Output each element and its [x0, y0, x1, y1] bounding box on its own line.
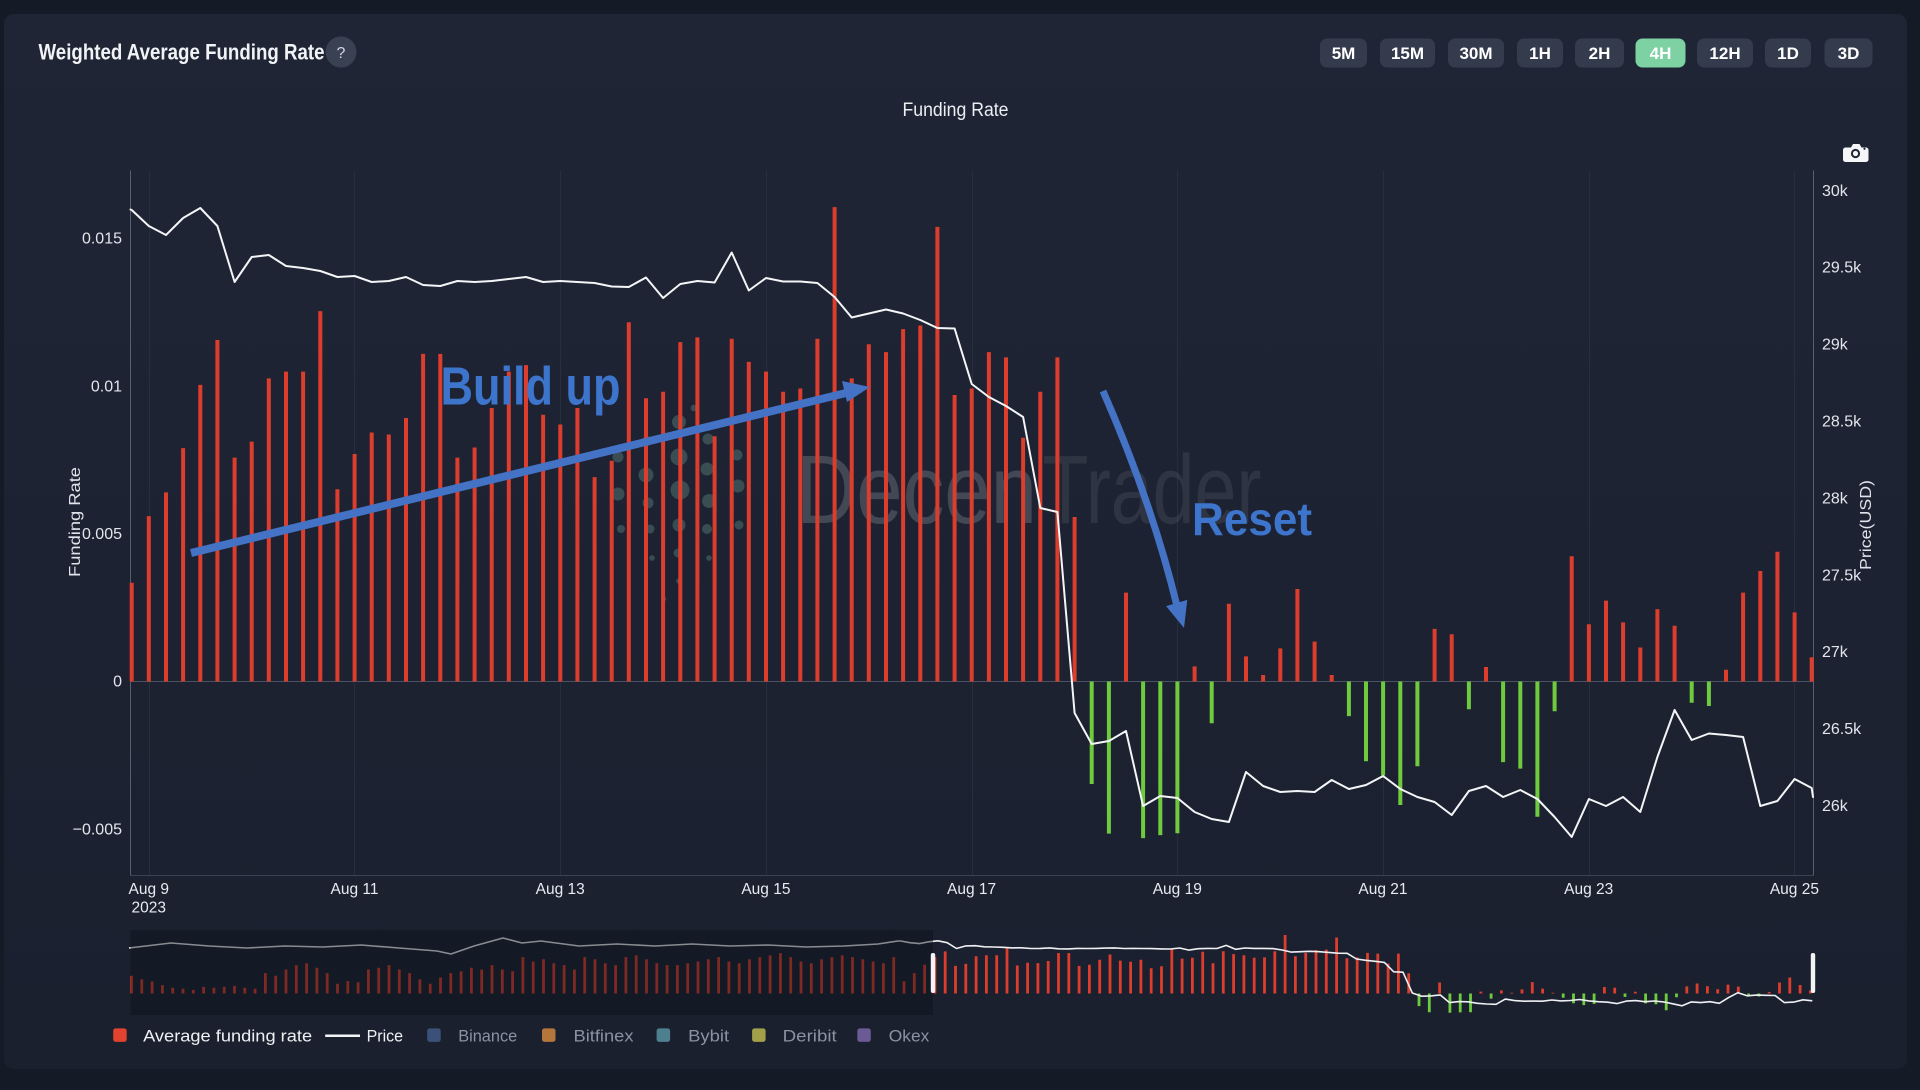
- svg-text:2H: 2H: [1589, 44, 1611, 63]
- svg-text:29k: 29k: [1822, 337, 1849, 354]
- svg-text:Aug 23: Aug 23: [1564, 881, 1613, 898]
- svg-text:30k: 30k: [1822, 183, 1849, 200]
- svg-text:28.5k: 28.5k: [1822, 414, 1862, 431]
- svg-text:27.5k: 27.5k: [1822, 567, 1862, 584]
- svg-text:Aug 13: Aug 13: [536, 881, 585, 898]
- svg-text:Binance: Binance: [458, 1027, 517, 1046]
- svg-text:Okex: Okex: [889, 1027, 930, 1046]
- svg-text:12H: 12H: [1709, 44, 1740, 63]
- svg-text:Aug 15: Aug 15: [741, 881, 790, 898]
- svg-text:30M: 30M: [1459, 44, 1492, 63]
- svg-text:Aug 19: Aug 19: [1153, 881, 1202, 898]
- svg-text:0.01: 0.01: [91, 378, 122, 395]
- svg-text:2023: 2023: [132, 900, 166, 917]
- svg-text:Funding Rate: Funding Rate: [903, 100, 1009, 121]
- svg-text:3D: 3D: [1838, 44, 1860, 63]
- svg-text:Price(USD): Price(USD): [1858, 480, 1875, 570]
- svg-text:Deribit: Deribit: [783, 1027, 837, 1046]
- svg-text:Aug 17: Aug 17: [947, 881, 996, 898]
- svg-text:26k: 26k: [1822, 798, 1849, 815]
- svg-text:1D: 1D: [1777, 44, 1799, 63]
- svg-text:5M: 5M: [1332, 44, 1356, 63]
- svg-text:Bitfinex: Bitfinex: [574, 1027, 635, 1046]
- svg-text:Aug 25: Aug 25: [1770, 881, 1819, 898]
- svg-text:Aug 9: Aug 9: [129, 881, 170, 898]
- svg-text:29.5k: 29.5k: [1822, 260, 1862, 277]
- svg-text:Average funding rate: Average funding rate: [143, 1027, 312, 1046]
- svg-text:15M: 15M: [1391, 44, 1424, 63]
- svg-text:Price: Price: [367, 1027, 404, 1046]
- svg-text:?: ?: [337, 45, 346, 62]
- svg-text:0.005: 0.005: [82, 526, 122, 543]
- svg-text:1H: 1H: [1529, 44, 1551, 63]
- svg-text:26.5k: 26.5k: [1822, 721, 1862, 738]
- svg-text:−0.005: −0.005: [73, 821, 122, 838]
- svg-text:0.015: 0.015: [82, 231, 122, 248]
- svg-text:4H: 4H: [1650, 44, 1672, 63]
- svg-text:27k: 27k: [1822, 644, 1849, 661]
- svg-text:Funding Rate: Funding Rate: [67, 467, 84, 577]
- svg-text:Decen: Decen: [796, 435, 1037, 544]
- svg-text:Build up: Build up: [441, 357, 621, 417]
- svg-text:Aug 11: Aug 11: [331, 881, 379, 898]
- svg-text:Aug 21: Aug 21: [1358, 881, 1407, 898]
- svg-text:0: 0: [113, 674, 122, 691]
- svg-text:Bybit: Bybit: [688, 1027, 729, 1046]
- svg-text:Weighted Average Funding Rate: Weighted Average Funding Rate: [39, 40, 325, 65]
- svg-text:Reset: Reset: [1192, 493, 1312, 545]
- svg-text:28k: 28k: [1822, 490, 1849, 507]
